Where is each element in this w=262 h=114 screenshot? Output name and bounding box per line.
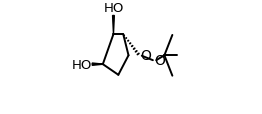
Polygon shape (113, 16, 114, 35)
Polygon shape (92, 63, 103, 66)
Text: HO: HO (103, 2, 124, 15)
Text: O: O (154, 54, 165, 68)
Text: O: O (140, 48, 151, 62)
Text: HO: HO (72, 58, 92, 71)
